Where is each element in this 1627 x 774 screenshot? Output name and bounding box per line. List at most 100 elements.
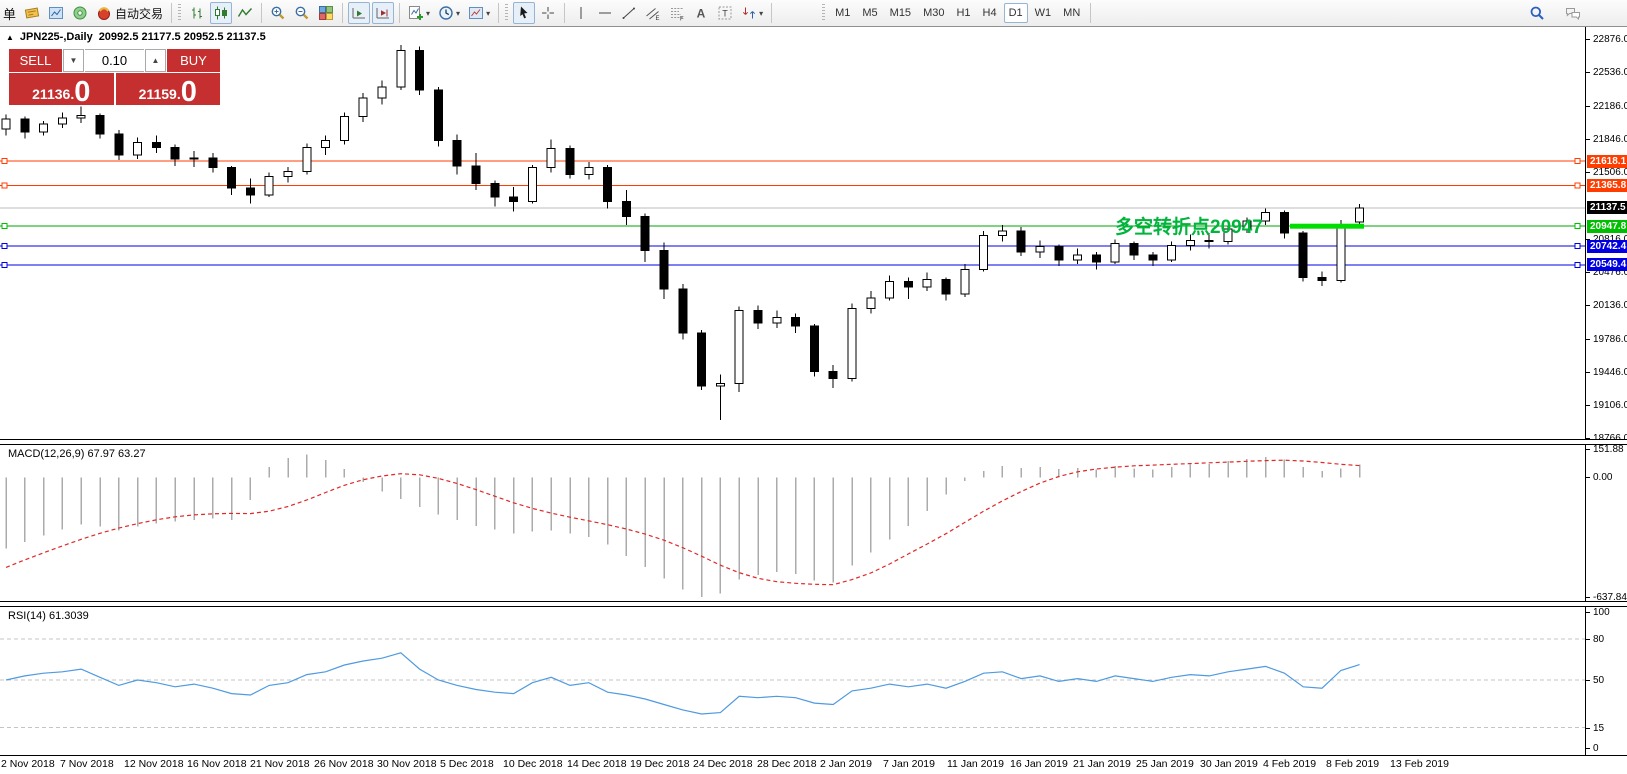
timeframe-m15-button[interactable]: M15	[889, 7, 912, 19]
main-chart-canvas[interactable]: 多空转折点20947	[0, 27, 1585, 440]
indicators-button[interactable]: ▾	[405, 2, 433, 24]
candlestick-chart-button[interactable]	[210, 2, 233, 24]
line-chart-icon	[237, 5, 253, 21]
price-level-label[interactable]: 21137.5	[1587, 201, 1627, 215]
toolbar-separator	[1090, 3, 1092, 23]
zoom-in-button[interactable]	[267, 2, 289, 24]
periods-button[interactable]: ▾	[435, 2, 463, 24]
axis-tick-label: 20136.0	[1593, 300, 1627, 312]
cursor-button[interactable]	[513, 2, 536, 24]
axis-tick-mark	[1586, 438, 1590, 440]
axis-tick-mark	[1586, 72, 1590, 73]
signals-button[interactable]	[69, 2, 91, 24]
price-level-label[interactable]: 21618.1	[1587, 154, 1627, 168]
new-order-button[interactable]	[21, 2, 43, 24]
axis-tick-mark	[1586, 339, 1590, 340]
toolbar-separator	[171, 3, 173, 23]
text-button[interactable]: A	[690, 2, 712, 24]
panel-separator[interactable]	[0, 601, 1627, 607]
auto-trading-button[interactable]: 自动交易	[93, 2, 166, 24]
date-label: 25 Jan 2019	[1136, 758, 1194, 770]
axis-tick-label: 22876.0	[1593, 34, 1627, 45]
chat-button[interactable]	[1562, 2, 1584, 24]
macd-label: MACD(12,26,9) 67.97 63.27	[8, 448, 146, 460]
price-axis[interactable]: 22876.0 22536.0 22186.0 21846.0 21506.0 20816…	[1585, 27, 1627, 755]
axis-tick-label: 15	[1593, 722, 1605, 734]
volume-up-button[interactable]: ▲	[145, 49, 166, 72]
buy-price[interactable]: 21159 . 0	[115, 73, 220, 107]
toolbar-grip[interactable]	[822, 4, 826, 22]
chevron-down-icon[interactable]: ▾	[486, 8, 491, 18]
fibonacci-button[interactable]: F	[666, 2, 688, 24]
macd-signal-line	[5, 459, 1360, 586]
tile-windows-button[interactable]	[315, 2, 337, 24]
horizontal-line-icon	[597, 5, 613, 21]
volume-input[interactable]: 0.10	[85, 49, 144, 72]
date-label: 5 Dec 2018	[440, 758, 494, 770]
chevron-down-icon[interactable]: ▾	[426, 8, 431, 18]
date-label: 16 Jan 2019	[1010, 758, 1068, 770]
volume-down-button[interactable]: ▼	[63, 49, 84, 72]
timeframe-h1-button[interactable]: H1	[956, 7, 971, 19]
macd-panel-canvas[interactable]	[0, 445, 1585, 601]
new-order-icon	[24, 5, 40, 21]
date-label: 30 Nov 2018	[377, 758, 437, 770]
price-level-label[interactable]: 21365.8	[1587, 179, 1627, 193]
rsi-label: RSI(14) 61.3039	[8, 610, 89, 622]
price-level-label[interactable]: 20549.4	[1587, 258, 1627, 272]
axis-tick-label: 21506.0	[1593, 167, 1627, 178]
timeframe-m5-button[interactable]: M5	[862, 7, 878, 19]
chevron-down-icon[interactable]: ▾	[759, 8, 764, 18]
signals-icon	[72, 5, 88, 21]
chart-shift-button[interactable]	[372, 2, 395, 24]
toolbar-grip[interactable]	[178, 4, 182, 22]
axis-tick-mark	[1586, 272, 1590, 273]
date-label: 26 Nov 2018	[314, 758, 374, 770]
toolbar-separator	[342, 3, 344, 23]
horizontal-line-button[interactable]	[594, 2, 616, 24]
timeframe-m30-button[interactable]: M30	[923, 7, 945, 19]
panel-separator[interactable]	[0, 439, 1627, 445]
price-level-label[interactable]: 20742.4	[1587, 239, 1627, 253]
date-label: 21 Jan 2019	[1073, 758, 1131, 770]
vertical-line-icon	[573, 5, 589, 21]
cursor-icon	[516, 5, 532, 21]
timeframe-w1-button[interactable]: W1	[1034, 7, 1052, 19]
auto-trading-label: 自动交易	[115, 6, 164, 21]
crosshair-button[interactable]	[537, 2, 559, 24]
menu-fragment[interactable]: 单	[3, 6, 17, 22]
auto-trading-icon	[96, 5, 112, 21]
toolbar-grip[interactable]	[505, 4, 509, 22]
timeframe-h4-button[interactable]: H4	[982, 7, 997, 19]
arrows-button[interactable]: ▾	[738, 2, 766, 24]
buy-button[interactable]: BUY	[167, 49, 220, 72]
auto-scroll-button[interactable]	[348, 2, 371, 24]
chevron-down-icon[interactable]: ▾	[456, 8, 461, 18]
line-chart-button[interactable]	[234, 2, 256, 24]
bar-chart-button[interactable]	[186, 2, 208, 24]
open-charts-button[interactable]	[45, 2, 67, 24]
axis-tick-mark	[1586, 477, 1590, 479]
search-button[interactable]	[1526, 2, 1548, 24]
time-axis[interactable]: 2 Nov 2018 7 Nov 2018 12 Nov 2018 16 Nov 20…	[0, 756, 1627, 774]
sell-button[interactable]: SELL	[9, 49, 62, 72]
equidistant-channel-icon: E	[645, 5, 661, 21]
sell-price[interactable]: 21136 . 0	[9, 73, 114, 107]
price-level-label[interactable]: 20947.8	[1587, 219, 1627, 233]
zoom-out-button[interactable]	[291, 2, 313, 24]
rsi-panel-canvas[interactable]	[0, 607, 1585, 755]
templates-button[interactable]: ▾	[465, 2, 493, 24]
axis-tick-label: 20476.0	[1593, 267, 1627, 278]
equidistant-channel-button[interactable]: E	[642, 2, 664, 24]
vertical-line-button[interactable]	[570, 2, 592, 24]
text-label-button[interactable]: T	[714, 2, 736, 24]
timeframe-d1-button[interactable]: D1	[1003, 3, 1028, 23]
trendline-button[interactable]	[618, 2, 640, 24]
axis-tick-mark	[1586, 105, 1590, 107]
timeframe-mn-button[interactable]: MN	[1063, 7, 1081, 19]
axis-tick-mark	[1586, 39, 1590, 40]
axis-tick-mark	[1586, 680, 1590, 681]
chart-title: ▲ JPN225-,Daily 20992.5 21177.5 20952.5 …	[6, 31, 266, 43]
timeframe-m1-button[interactable]: M1	[835, 7, 851, 19]
fibonacci-icon: F	[669, 5, 685, 21]
